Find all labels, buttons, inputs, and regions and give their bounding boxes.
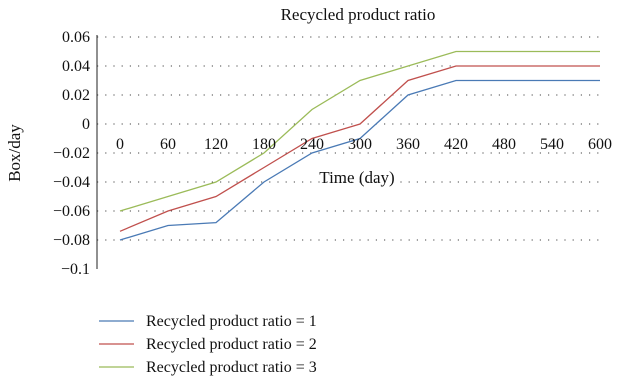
series-line-2 [119,65,600,232]
x-tick-label: 0 [116,136,124,153]
x-tick-label: 540 [540,136,564,153]
x-tick-label: 600 [588,136,612,153]
y-tick-label: −0.02 [53,145,90,162]
x-tick-label: 120 [204,136,228,153]
series-lines [119,50,600,241]
x-tick-label: 420 [444,136,468,153]
x-axis-label: Time (day) [319,168,394,187]
x-tick-labels: 0 60 120 180 240 300 360 420 480 540 600 [116,136,612,153]
y-tick-label: −0.08 [53,232,90,249]
legend-label-2: Recycled product ratio = 2 [146,336,317,353]
legend-label-3: Recycled product ratio = 3 [146,359,317,376]
legend: Recycled product ratio = 1 Recycled produ… [99,313,317,376]
series-line-1 [119,79,600,241]
series-line-3 [119,50,600,212]
y-tick-label: 0.04 [62,58,90,75]
x-tick-label: 180 [252,136,276,153]
x-tick-label: 300 [348,136,372,153]
y-tick-label: −0.04 [53,174,90,191]
legend-label-1: Recycled product ratio = 1 [146,313,317,330]
x-tick-label: 480 [492,136,516,153]
y-tick-label: 0 [82,116,90,133]
x-tick-label: 360 [396,136,420,153]
y-tick-label: −0.06 [53,203,90,220]
y-tick-labels: 0.06 0.04 0.02 0 −0.02 −0.04 −0.06 −0.08 −0.1 [53,29,90,278]
y-tick-label: 0.02 [62,87,90,104]
y-tick-label: 0.06 [62,29,90,46]
chart-title: Recycled product ratio [281,5,436,24]
x-tick-label: 60 [160,136,176,153]
x-tick-label: 240 [300,136,324,153]
y-tick-label: −0.1 [61,261,90,278]
y-axis-label: Box/day [5,124,24,182]
